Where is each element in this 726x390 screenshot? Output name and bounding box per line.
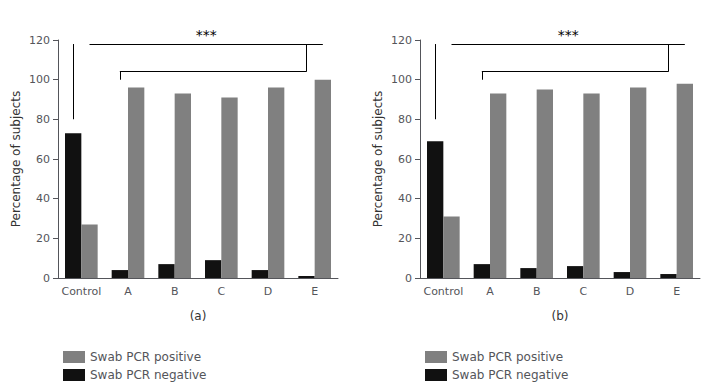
svg-text:80: 80 [398,113,412,126]
svg-text:***: *** [196,27,217,43]
svg-text:120: 120 [29,34,50,47]
svg-text:C: C [579,285,587,298]
svg-text:Percentage of subjects: Percentage of subjects [9,91,23,227]
svg-text:40: 40 [36,192,50,205]
svg-text:100: 100 [29,73,50,86]
svg-text:80: 80 [36,113,50,126]
svg-text:Swab PCR positive: Swab PCR positive [452,350,563,364]
svg-text:Swab PCR positive: Swab PCR positive [90,350,201,364]
svg-text:120: 120 [391,34,412,47]
svg-text:60: 60 [398,153,412,166]
svg-text:0: 0 [405,272,412,285]
svg-text:20: 20 [398,232,412,245]
svg-text:A: A [486,285,494,298]
svg-text:100: 100 [391,73,412,86]
svg-text:20: 20 [36,232,50,245]
svg-text:0: 0 [43,272,50,285]
svg-text:(a): (a) [190,309,207,323]
svg-text:40: 40 [398,192,412,205]
svg-text:B: B [171,285,179,298]
svg-text:Percentage of subjects: Percentage of subjects [371,91,385,227]
svg-text:Swab PCR negative: Swab PCR negative [452,368,568,382]
svg-text:Swab PCR negative: Swab PCR negative [90,368,206,382]
svg-text:60: 60 [36,153,50,166]
svg-text:***: *** [558,27,579,43]
svg-text:B: B [533,285,541,298]
svg-text:E: E [673,285,680,298]
svg-text:D: D [264,285,272,298]
svg-text:C: C [217,285,225,298]
svg-text:(b): (b) [552,309,569,323]
svg-text:A: A [124,285,132,298]
svg-text:Control: Control [423,285,463,298]
svg-text:D: D [626,285,634,298]
svg-text:E: E [311,285,318,298]
svg-text:Control: Control [61,285,101,298]
